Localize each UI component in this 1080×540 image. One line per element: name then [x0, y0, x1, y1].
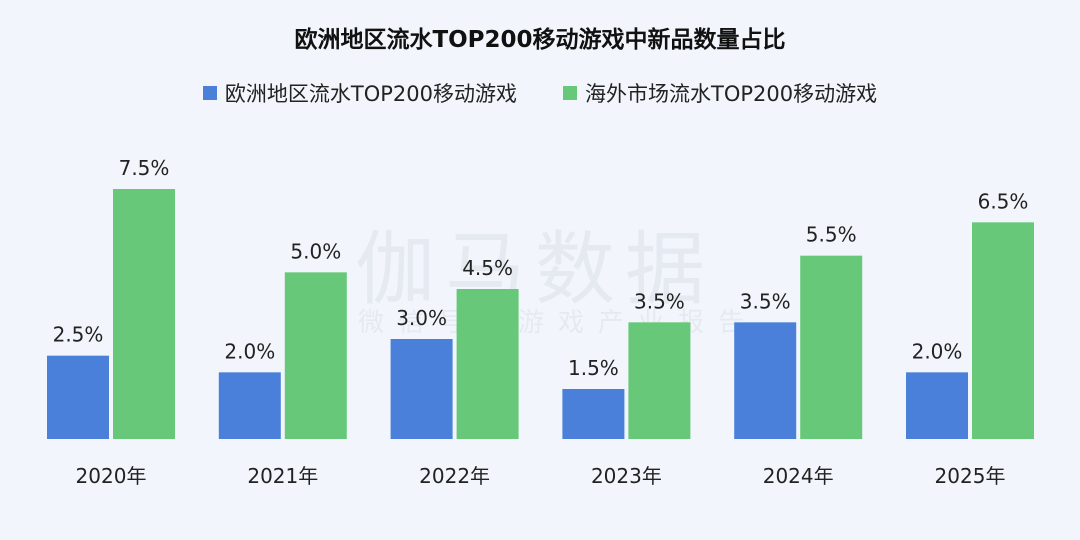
data-label: 5.5% [806, 223, 857, 247]
data-label: 2.5% [53, 323, 104, 347]
bar [972, 222, 1034, 439]
bar [800, 255, 863, 439]
bar [218, 372, 281, 439]
data-label: 1.5% [568, 356, 619, 380]
legend: 欧洲地区流水TOP200移动游戏 海外市场流水TOP200移动游戏 [0, 78, 1080, 108]
x-tick-label: 2023年 [591, 464, 662, 488]
x-tick-label: 2025年 [935, 464, 1006, 488]
bar [456, 289, 519, 439]
chart-title: 欧洲地区流水TOP200移动游戏中新品数量占比 [294, 27, 786, 53]
data-label: 4.5% [462, 256, 513, 280]
data-label: 7.5% [119, 156, 170, 180]
x-tick-label: 2024年 [763, 464, 834, 488]
x-tick-label: 2022年 [419, 464, 490, 488]
bar [906, 372, 968, 439]
data-label: 3.5% [740, 289, 791, 313]
bar [390, 339, 453, 439]
legend-item-overseas: 海外市场流水TOP200移动游戏 [563, 78, 877, 108]
bar [113, 189, 175, 439]
data-label: 5.0% [290, 239, 341, 263]
data-label: 2.0% [224, 339, 275, 363]
data-label: 3.5% [634, 289, 685, 313]
data-label: 6.5% [978, 189, 1029, 213]
x-tick-label: 2021年 [247, 464, 318, 488]
bar [628, 322, 691, 439]
legend-swatch-blue [202, 86, 217, 100]
bar [47, 355, 109, 439]
data-label: 3.0% [396, 306, 447, 330]
legend-swatch-green [563, 86, 577, 100]
bar [284, 272, 347, 439]
legend-label: 海外市场流水TOP200移动游戏 [585, 82, 878, 106]
bar [562, 389, 625, 439]
x-tick-label: 2020年 [76, 464, 147, 488]
legend-label: 欧洲地区流水TOP200移动游戏 [224, 82, 517, 106]
data-label: 2.0% [912, 339, 963, 363]
bar [734, 322, 797, 439]
legend-item-europe: 欧洲地区流水TOP200移动游戏 [202, 78, 517, 108]
